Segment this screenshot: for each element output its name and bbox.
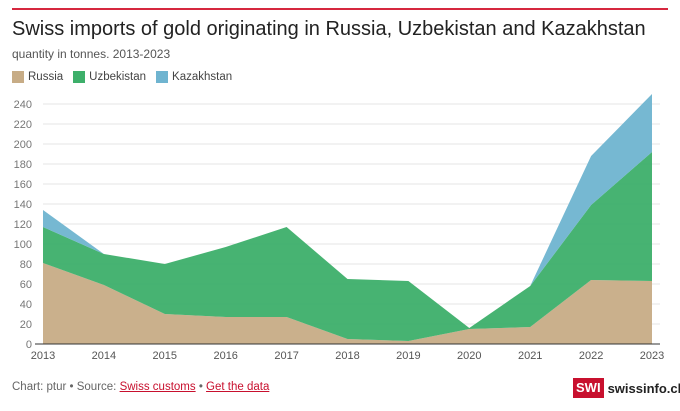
x-tick-label: 2015 <box>153 350 177 362</box>
x-tick-label: 2018 <box>335 350 359 362</box>
legend-swatch <box>156 71 169 83</box>
legend-item-kazakhstan: Kazakhstan <box>156 71 232 83</box>
x-tick-label: 2021 <box>518 350 542 362</box>
footer: Chart: ptur • Source: Swiss customs • Ge… <box>12 381 269 393</box>
y-tick-label: 100 <box>14 239 32 251</box>
y-tick-label: 180 <box>14 159 32 171</box>
x-tick-label: 2016 <box>213 350 237 362</box>
y-tick-label: 80 <box>20 259 32 271</box>
legend-label: Uzbekistan <box>89 71 147 83</box>
legend-swatch <box>73 71 86 83</box>
x-tick-label: 2020 <box>457 350 481 362</box>
y-tick-label: 220 <box>14 119 32 131</box>
legend-label: Russia <box>28 71 64 83</box>
y-tick-label: 160 <box>14 179 32 191</box>
credit-text: Chart: ptur • Source: <box>12 381 120 393</box>
legend-label: Kazakhstan <box>172 71 233 83</box>
y-tick-label: 240 <box>14 99 32 111</box>
y-tick-label: 120 <box>14 219 32 231</box>
legend-item-uzbekistan: Uzbekistan <box>73 71 146 83</box>
y-tick-label: 40 <box>20 299 32 311</box>
swissinfo-logo[interactable]: SWI swissinfo.ch <box>573 378 680 398</box>
chart-subtitle: quantity in tonnes. 2013-2023 <box>12 47 171 61</box>
y-tick-label: 140 <box>14 199 32 211</box>
area-uzbekistan <box>43 152 652 341</box>
site-name: swissinfo.ch <box>607 380 680 396</box>
area-russia <box>43 263 652 344</box>
separator: • <box>195 381 207 393</box>
y-tick-label: 200 <box>14 139 32 151</box>
x-tick-label: 2022 <box>579 350 603 362</box>
legend-swatch <box>12 71 24 83</box>
x-tick-label: 2019 <box>396 350 420 362</box>
swi-mark: SWI <box>573 378 604 398</box>
source-link[interactable]: Swiss customs <box>119 381 196 393</box>
x-tick-label: 2013 <box>31 350 55 362</box>
legend-item-russia: Russia <box>12 71 63 83</box>
legend: Russia Uzbekistan Kazakhstan <box>12 71 232 83</box>
y-tick-label: 0 <box>26 339 32 351</box>
x-tick-label: 2014 <box>92 350 116 362</box>
get-data-link[interactable]: Get the data <box>206 381 270 393</box>
top-accent-line <box>12 8 668 10</box>
chart-title: Swiss imports of gold originating in Rus… <box>12 18 646 40</box>
y-tick-label: 60 <box>20 279 32 291</box>
y-tick-label: 20 <box>20 319 32 331</box>
x-tick-label: 2017 <box>274 350 298 362</box>
x-tick-label: 2023 <box>640 350 664 362</box>
